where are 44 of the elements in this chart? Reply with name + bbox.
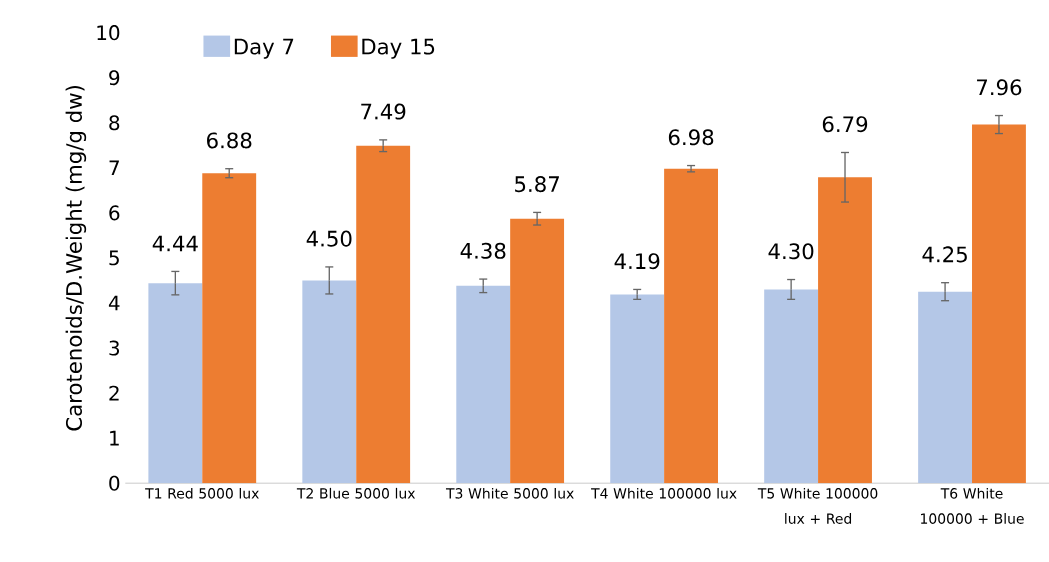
- legend-label: Day 15: [362, 38, 435, 59]
- data-label: 4.44: [152, 235, 198, 252]
- bar: [918, 291, 973, 484]
- y-axis-title: Carotenoids/D.Weight (mg/g dw): [65, 86, 87, 431]
- data-label: 4.30: [768, 243, 814, 260]
- data-label: 6.88: [207, 132, 252, 149]
- data-label: 7.96: [977, 79, 1022, 96]
- x-tick-label: T2 Blue 5000 lux: [296, 487, 416, 499]
- data-label: 5.87: [515, 176, 559, 193]
- bar: [818, 177, 872, 484]
- data-label: 4.50: [306, 230, 352, 247]
- bar: [202, 173, 257, 484]
- bar: [972, 124, 1026, 484]
- y-tick-label: 4: [108, 295, 120, 311]
- x-tick-label: T3 White 5000 lux: [445, 487, 574, 499]
- y-tick-label: 3: [109, 340, 120, 356]
- x-tick-label: T6 White 100000 + Blue: [921, 487, 1024, 524]
- data-label: 6.98: [668, 129, 714, 146]
- bar: [764, 289, 819, 484]
- y-tick-label: 8: [109, 115, 120, 131]
- y-tick-label: 7: [109, 160, 119, 176]
- data-label: 4.25: [922, 246, 967, 263]
- data-label: 4.19: [614, 253, 660, 270]
- bar: [456, 285, 511, 484]
- bar: [302, 280, 357, 484]
- bar: [510, 218, 565, 484]
- bar: [610, 294, 665, 484]
- bar: [148, 283, 203, 484]
- bar: [664, 168, 718, 484]
- x-tick-label: T1 Red 5000 lux: [145, 487, 259, 499]
- y-tick-label: 2: [109, 385, 119, 401]
- x-tick-label: T5 White 100000 lux + Red: [757, 487, 878, 524]
- y-tick-label: 0: [109, 475, 120, 491]
- bar: [356, 145, 411, 484]
- y-tick-label: 10: [97, 25, 120, 41]
- y-tick-label: 9: [109, 70, 120, 86]
- data-label: 7.49: [361, 103, 406, 120]
- y-tick-label: 1: [110, 430, 119, 446]
- data-label: 4.38: [460, 242, 506, 259]
- legend-label: Day 7: [234, 38, 294, 59]
- data-label: 6.79: [822, 116, 868, 133]
- y-tick-label: 5: [109, 250, 119, 266]
- x-tick-label: T4 White 100000 lux: [591, 487, 737, 499]
- y-tick-label: 6: [109, 205, 120, 221]
